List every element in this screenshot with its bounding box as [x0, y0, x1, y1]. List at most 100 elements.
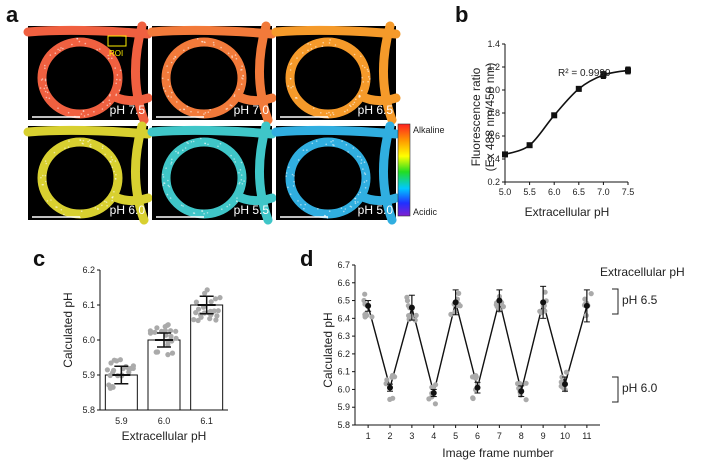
cell-wall-top [23, 125, 153, 139]
chart-d-points [361, 285, 594, 407]
speckle [162, 173, 164, 176]
speckle [170, 161, 173, 164]
speckle [346, 109, 349, 111]
speckle [357, 193, 360, 196]
chart-b-points [502, 66, 631, 158]
speckle [332, 113, 335, 116]
speckle [79, 139, 82, 141]
chart-d-dot [473, 375, 479, 381]
speckle [87, 140, 89, 143]
chart-d-ytick-label: 6.1 [337, 367, 350, 377]
speckle [238, 88, 240, 91]
chart-d-xtick-label: 5 [453, 431, 458, 441]
colorbar-gradient [397, 123, 411, 217]
speckle [241, 68, 243, 71]
speckle [240, 179, 243, 181]
speckle [67, 146, 70, 148]
chart-c-dot [212, 296, 219, 302]
speckle [113, 191, 115, 193]
speckle [161, 77, 164, 80]
chart-c-dot [147, 330, 154, 336]
chart-d-axes: 5.8 5.9 6.0 6.1 6.2 6.3 6.4 6.5 6.6 6.7 1 2 3 4 5 6 7 8 9 1… [337, 260, 600, 441]
speckle [115, 178, 117, 180]
speckle [44, 180, 47, 183]
chart-d-ytick-label: 6.6 [337, 278, 350, 288]
speckle [363, 172, 366, 174]
chart-d-dot [369, 314, 375, 320]
chart-c-ytick-label: 6.0 [82, 335, 95, 345]
speckle [329, 114, 332, 116]
colorbar: Alkaline Acidic [397, 123, 445, 217]
speckle [369, 78, 371, 80]
speckle [113, 170, 115, 173]
speckle [363, 161, 366, 163]
speckle [107, 54, 109, 57]
speckle [309, 43, 312, 46]
speckle [102, 145, 104, 147]
chart-c-dot [165, 352, 171, 358]
cell-wall-ring [37, 137, 123, 219]
chart-d-ytick-label: 6.3 [337, 331, 350, 341]
chart-d-point [474, 384, 481, 391]
speckle [84, 42, 87, 45]
bracket-high-shape [612, 288, 619, 315]
speckle [328, 111, 330, 114]
chart-d-dot [406, 316, 412, 322]
chart-b-xtick-label: 7.0 [597, 187, 610, 197]
chart-d-dot [493, 302, 499, 308]
speckle [89, 143, 92, 146]
chart-d-ytick-label: 5.8 [337, 420, 350, 430]
speckle [362, 81, 365, 83]
speckle [340, 207, 343, 209]
chart-d-dot [523, 397, 529, 403]
speckle [304, 203, 307, 206]
cell-wall-top [271, 25, 401, 39]
speckle [289, 77, 292, 80]
speckle [354, 202, 357, 205]
speckle [93, 111, 95, 113]
chart-c-ytick-label: 5.8 [82, 405, 95, 415]
chart-b-ylabel-line2: (Ex 488 nm/458 nm) [483, 63, 497, 172]
chart-c-dot [214, 313, 220, 319]
speckle [330, 141, 332, 143]
cell-wall-ring [285, 37, 371, 119]
speckle [343, 210, 345, 213]
speckle [290, 62, 293, 65]
chart-c-ytick-label: 6.1 [82, 300, 95, 310]
speckle [171, 91, 173, 94]
speckle [289, 193, 292, 195]
chart-d-dot [390, 395, 396, 401]
chart-c-dot [168, 328, 174, 334]
speckle [87, 113, 89, 116]
chart-b-ytick-label: 1.0 [487, 85, 500, 95]
chart-c-dot [169, 350, 176, 356]
speckle [162, 176, 165, 178]
speckle [238, 172, 240, 174]
cell-wall-right [131, 121, 149, 225]
speckle [116, 74, 119, 76]
chart-d-dot [433, 382, 439, 388]
speckle [368, 76, 370, 78]
speckle [302, 149, 305, 151]
ph-image: pH 7.0 [147, 21, 277, 125]
speckle [171, 158, 173, 161]
bracket-low: pH 6.0 [612, 376, 658, 403]
chart-b-point [526, 142, 533, 149]
speckle [306, 149, 308, 151]
ph-image: pH 7.5 ROI [23, 21, 153, 125]
speckle [90, 145, 92, 148]
speckle [221, 208, 223, 210]
cell-wall-branch [356, 91, 401, 106]
speckle [360, 159, 363, 161]
speckle [169, 197, 172, 199]
speckle [44, 84, 47, 87]
chart-b-xtick-label: 6.5 [573, 187, 586, 197]
chart-c-xtick-label: 5.9 [115, 416, 128, 426]
chart-d-dot [563, 369, 570, 375]
speckle [292, 85, 294, 88]
speckle [175, 150, 177, 153]
speckle [233, 95, 236, 98]
speckle [105, 201, 108, 203]
speckle [118, 89, 121, 92]
